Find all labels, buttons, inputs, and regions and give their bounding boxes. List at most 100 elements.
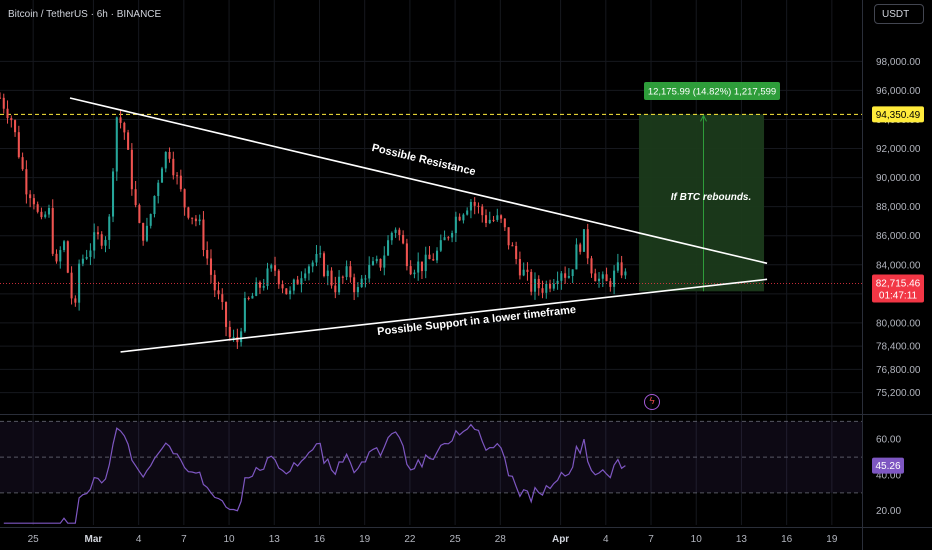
candle-body	[443, 237, 446, 241]
candle-body	[247, 298, 250, 300]
candle-body	[59, 250, 62, 262]
candle-body	[549, 283, 552, 289]
candle-body	[168, 151, 171, 159]
measure-arrowhead	[700, 114, 707, 122]
candle-body	[187, 207, 190, 218]
candle-body	[2, 97, 5, 109]
candle-body	[319, 253, 322, 255]
candle-body	[36, 204, 39, 212]
y-tick-label: 90,000.00	[876, 173, 921, 184]
y-tick-label: 96,000.00	[876, 86, 921, 97]
candle-body	[349, 266, 352, 278]
candle-body	[29, 194, 32, 199]
candle-body	[620, 262, 623, 276]
candle-body	[413, 272, 416, 275]
candle-body	[394, 229, 397, 233]
candle-body	[138, 205, 141, 223]
candle-body	[89, 250, 92, 257]
x-tick-label: 25	[28, 534, 40, 545]
candle-body	[10, 118, 13, 121]
candle-body	[307, 266, 310, 274]
candle-body	[25, 169, 28, 195]
candle-body	[176, 175, 179, 177]
candle-body	[111, 171, 115, 217]
candle-body	[435, 250, 439, 261]
candle-body	[334, 285, 337, 293]
candle-body	[6, 108, 9, 119]
candle-body	[142, 222, 145, 241]
candle-body	[383, 255, 386, 268]
candle-body	[582, 229, 585, 252]
time-axis: 25 Mar 4 7 10 13 16 19 22 25 28 Apr 4 7 10 13 16 19	[0, 527, 932, 545]
candle-body	[285, 288, 288, 295]
candle-body	[552, 283, 555, 289]
candle-body	[51, 208, 54, 254]
rsi-value-label: 45.26	[875, 461, 900, 472]
candle-body	[322, 253, 326, 277]
candle-body	[586, 229, 589, 259]
x-tick-label: 13	[269, 534, 281, 545]
candle-body	[277, 270, 280, 285]
rsi-value-tag	[872, 457, 904, 474]
candle-body	[213, 274, 216, 291]
last-price-tag	[872, 274, 924, 303]
target-price-label: 94,350.49	[876, 110, 921, 121]
candle-body	[545, 283, 548, 293]
candle-body	[594, 273, 597, 282]
candle-body	[560, 273, 563, 281]
candles-layer	[0, 92, 862, 349]
candle-body	[311, 262, 314, 267]
x-tick-label: 19	[359, 534, 371, 545]
candle-body	[522, 269, 525, 276]
currency-button[interactable]: USDT	[874, 4, 924, 24]
candle-body	[597, 278, 601, 282]
candle-body	[356, 287, 359, 293]
candle-body	[605, 274, 608, 282]
candle-body	[96, 232, 99, 235]
candle-body	[567, 276, 570, 278]
candle-body	[428, 254, 431, 260]
candle-body	[511, 245, 514, 247]
candle-body	[47, 208, 51, 215]
candle-body	[74, 298, 77, 303]
candle-body	[100, 234, 103, 246]
x-tick-label: 10	[224, 534, 236, 545]
candle-body	[375, 258, 378, 262]
candle-body	[541, 288, 544, 293]
candle-body	[556, 280, 559, 284]
candle-body	[368, 265, 371, 279]
candle-body	[601, 274, 604, 279]
candle-body	[130, 149, 133, 190]
x-tick-label: 10	[691, 534, 703, 545]
candle-body	[439, 240, 442, 251]
candle-body	[70, 272, 73, 299]
candle-body	[526, 269, 529, 272]
candle-body	[78, 263, 81, 303]
candle-body	[243, 298, 246, 332]
candle-body	[221, 294, 224, 303]
candle-body	[390, 232, 393, 241]
candle-body	[296, 279, 299, 285]
candle-body	[326, 270, 329, 277]
candle-body	[447, 237, 450, 239]
x-tick-label: 4	[136, 534, 142, 545]
candle-body	[398, 229, 401, 235]
candle-body	[507, 227, 510, 246]
x-tick-label: 13	[736, 534, 748, 545]
rsi-line	[3, 423, 626, 524]
flash-icon[interactable]: ϟ	[644, 394, 660, 410]
candle-body	[123, 122, 126, 133]
countdown-label: 01:47:11	[879, 290, 918, 301]
candle-body	[258, 282, 261, 288]
trendlines	[69, 97, 768, 353]
y-tick-label: 92,000.00	[876, 144, 921, 155]
candle-body	[157, 182, 160, 196]
candle-body	[281, 284, 284, 289]
target-zone-rect	[638, 114, 765, 292]
y-tick-label: 84,000.00	[876, 260, 921, 271]
candle-body	[503, 218, 506, 228]
resistance-line	[69, 97, 768, 265]
measure-label-box	[644, 82, 780, 100]
target-price-tag	[872, 106, 924, 123]
